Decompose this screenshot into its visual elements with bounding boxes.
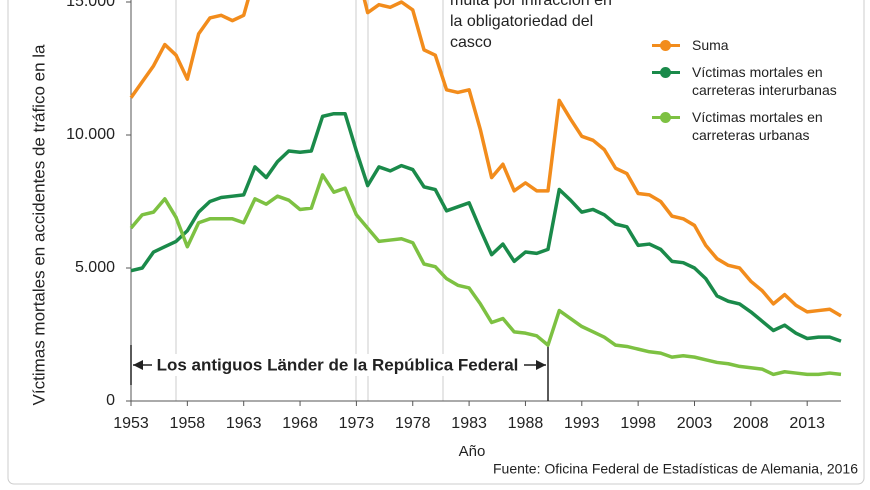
arrow-head [536,360,546,370]
legend-item: Suma [652,36,852,54]
label-bg [152,354,524,376]
x-tick-label: 2008 [733,415,769,432]
x-axis-label: Año [459,443,486,460]
legend-label: Suma [692,37,729,53]
x-tick-label: 1968 [282,415,318,432]
legend-swatch [652,40,680,51]
x-tick-label: 1983 [451,415,487,432]
period-label: Los antiguos Länder de la República Fede… [157,355,519,374]
x-tick-label: 1973 [339,415,375,432]
frame [7,0,865,485]
source: Fuente: Oficina Federal de Estadísticas … [493,461,858,477]
legend-swatch [652,112,680,123]
series-line [129,0,842,318]
y-tick-label: 15.000 [66,0,115,10]
annotation: multa por infracción en la obligatorieda… [450,0,612,51]
x-tick-label: 1988 [508,415,544,432]
x-tick-label: 1963 [226,415,262,432]
x-tick-label: 2003 [677,415,713,432]
legend-label: Víctimas mortales en carreteras interurb… [692,64,837,98]
legend-item: Víctimas mortales en carreteras interurb… [652,63,852,99]
x-tick-label: 1978 [395,415,431,432]
x-tick-label: 2013 [789,415,825,432]
x-tick-label: 1958 [170,415,206,432]
legend: Suma Víctimas mortales en carreteras inte… [652,36,852,153]
legend-label: Víctimas mortales en carreteras urbanas [692,109,823,143]
y-tick-label: 0 [106,392,115,409]
legend-item: Víctimas mortales en carreteras urbanas [652,108,852,144]
legend-marker [660,40,671,51]
y-tick-label: 10.000 [66,126,115,143]
x-tick-label: 1998 [620,415,656,432]
legend-marker [660,112,671,123]
arrow-head [133,360,143,370]
series-line [129,173,842,377]
legend-swatch [652,67,680,78]
y-axis-label: Víctimas mortales en accidentes de tráfi… [29,44,48,405]
x-tick-label: 1953 [113,415,149,432]
x-tick-label: 1993 [564,415,600,432]
y-tick-label: 5.000 [75,259,115,276]
legend-marker [660,67,671,78]
series-line [130,111,842,343]
